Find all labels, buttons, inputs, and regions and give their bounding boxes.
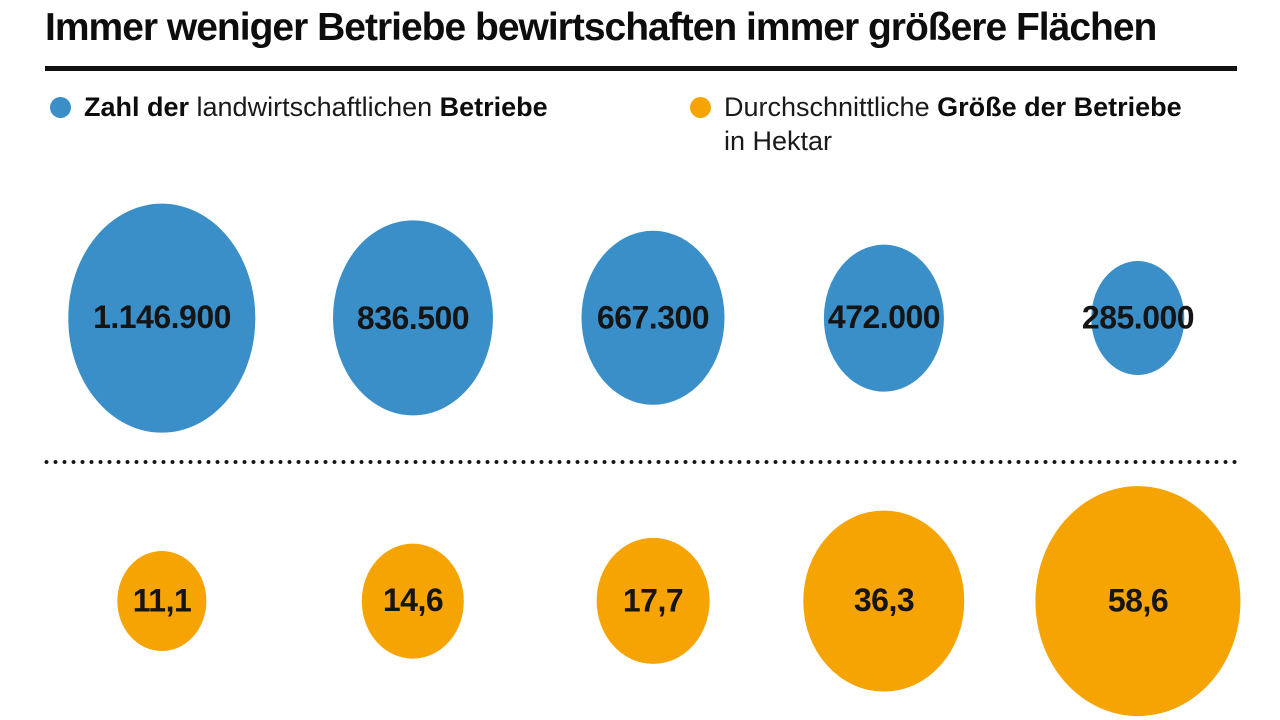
bubble-value-label: 285.000 — [1081, 299, 1195, 336]
bubble-value-label: 836.500 — [356, 299, 470, 336]
bubble-betriebe-3: 667.300 — [581, 230, 725, 406]
bubble-hektar-2: 14,6 — [361, 543, 465, 659]
title-underline — [45, 66, 1237, 71]
bubble-hektar-5: 58,6 — [1035, 486, 1241, 716]
bubble-hektar-3: 17,7 — [596, 537, 710, 665]
legend-item-hektar: Durchschnittliche Größe der Betriebe in H… — [690, 90, 1182, 158]
bubble-value-label: 14,6 — [382, 582, 444, 619]
legend-text-hektar: Durchschnittliche Größe der Betriebe in H… — [724, 90, 1182, 158]
legend-text-betriebe: Zahl der landwirtschaftlichen Betriebe — [84, 90, 548, 124]
bubble-value-label: 36,3 — [853, 582, 915, 619]
legend-item-betriebe: Zahl der landwirtschaftlichen Betriebe — [50, 90, 548, 124]
bubble-value-label: 11,1 — [132, 582, 192, 619]
blue-legend-dot-icon — [50, 97, 71, 118]
page-title: Immer weniger Betriebe bewirtschaften im… — [45, 6, 1157, 49]
bubble-value-label: 667.300 — [596, 299, 710, 336]
bubble-betriebe-5: 285.000 — [1082, 261, 1195, 375]
bubble-betriebe-1: 1.146.900 — [68, 203, 256, 433]
bubble-value-label: 17,7 — [622, 582, 684, 619]
bubble-betriebe-4: 472.000 — [823, 244, 945, 392]
bubble-value-label: 1.146.900 — [93, 299, 231, 336]
bubble-betriebe-2: 836.500 — [332, 220, 494, 416]
bubble-value-label: 58,6 — [1107, 582, 1169, 619]
legend-segment: Betriebe — [439, 92, 548, 122]
legend-segment: landwirtschaftlichen — [196, 92, 440, 122]
legend-segment: in Hektar — [724, 126, 833, 156]
orange-legend-dot-icon — [690, 97, 711, 118]
bubble-value-label: 472.000 — [827, 299, 941, 336]
dotted-divider — [42, 459, 1238, 465]
legend-segment: Zahl der — [84, 92, 197, 122]
legend-segment: Größe der Betriebe — [937, 92, 1182, 122]
bubble-hektar-1: 11,1 — [117, 551, 207, 651]
legend-segment: Durchschnittliche — [724, 92, 938, 122]
bubble-hektar-4: 36,3 — [803, 510, 965, 692]
